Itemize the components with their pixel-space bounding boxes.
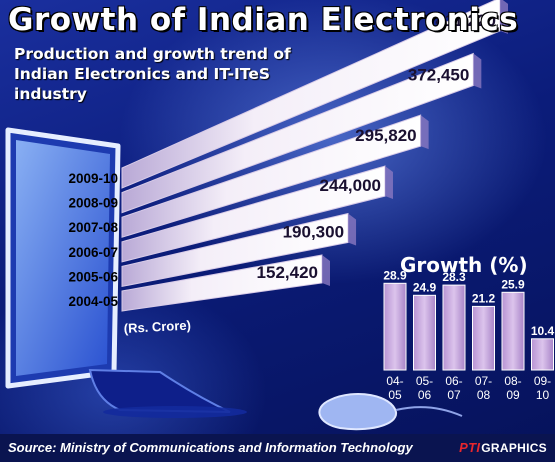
growth-title: Growth (%) bbox=[400, 253, 528, 277]
production-bar-edge bbox=[473, 53, 482, 89]
credit-label: GRAPHICS bbox=[481, 441, 547, 455]
growth-period-label: 07-08 bbox=[475, 374, 492, 402]
production-bar-edge bbox=[420, 115, 429, 150]
production-value-label: 152,420 bbox=[257, 263, 318, 282]
production-value-label: 190,300 bbox=[283, 223, 344, 242]
growth-value-label: 24.9 bbox=[413, 280, 437, 294]
growth-value-label: 21.2 bbox=[472, 291, 496, 305]
production-bar-edge bbox=[322, 255, 330, 286]
growth-value-label: 28.9 bbox=[383, 268, 407, 282]
growth-period-label: 09-10 bbox=[534, 374, 551, 402]
growth-period-label: 05-06 bbox=[416, 374, 433, 402]
production-value-label: 372,450 bbox=[408, 65, 469, 84]
graphics-credit: PTIGRAPHICS bbox=[459, 434, 547, 462]
page-title: Growth of Indian Electronics bbox=[8, 2, 519, 38]
chart-subtitle: Production and growth trend of Indian El… bbox=[14, 45, 291, 103]
production-value-label: 244,000 bbox=[320, 176, 381, 195]
production-bar bbox=[121, 165, 386, 263]
growth-bar bbox=[531, 338, 554, 371]
year-label: 2005-06 bbox=[68, 269, 118, 284]
growth-bar bbox=[383, 282, 407, 371]
growth-chart: Growth (%)28.9 04-05 24.9 05-06 28.3 06-07 21.… bbox=[383, 253, 554, 402]
computer-monitor-icon bbox=[5, 127, 247, 418]
year-label: 2006-07 bbox=[68, 245, 118, 260]
year-label: 2004-05 bbox=[68, 294, 118, 309]
growth-bar bbox=[501, 291, 525, 371]
credit-brand: PTI bbox=[459, 440, 481, 455]
growth-bar bbox=[413, 294, 436, 371]
growth-value-label: 10.4 bbox=[531, 324, 555, 338]
production-bar bbox=[121, 114, 422, 238]
production-bar-edge bbox=[348, 213, 357, 246]
growth-bar bbox=[472, 305, 495, 371]
year-label: 2007-08 bbox=[68, 220, 118, 235]
year-label: 2008-09 bbox=[68, 196, 118, 211]
production-bar-edge bbox=[384, 166, 393, 200]
production-bar bbox=[121, 52, 474, 214]
production-bar-edge bbox=[500, 0, 508, 34]
production-ribbons: 152,420 2004-05 190,300 2005-06 244,000 2006-… bbox=[68, 0, 508, 336]
unit-label: (Rs. Crore) bbox=[123, 318, 191, 336]
growth-bar bbox=[442, 284, 466, 371]
growth-period-label: 08-09 bbox=[504, 374, 521, 402]
production-value-label: 411,220 bbox=[435, 11, 496, 30]
growth-period-label: 06-07 bbox=[445, 374, 462, 402]
growth-value-label: 25.9 bbox=[501, 277, 525, 291]
year-label: 2009-10 bbox=[68, 171, 118, 186]
source-note: Source: Ministry of Communications and I… bbox=[0, 434, 555, 462]
growth-period-label: 04-05 bbox=[386, 374, 403, 402]
computer-mouse-icon bbox=[318, 393, 463, 431]
production-bar bbox=[121, 212, 349, 288]
production-value-label: 295,820 bbox=[355, 126, 416, 145]
growth-value-label: 28.3 bbox=[442, 270, 466, 284]
